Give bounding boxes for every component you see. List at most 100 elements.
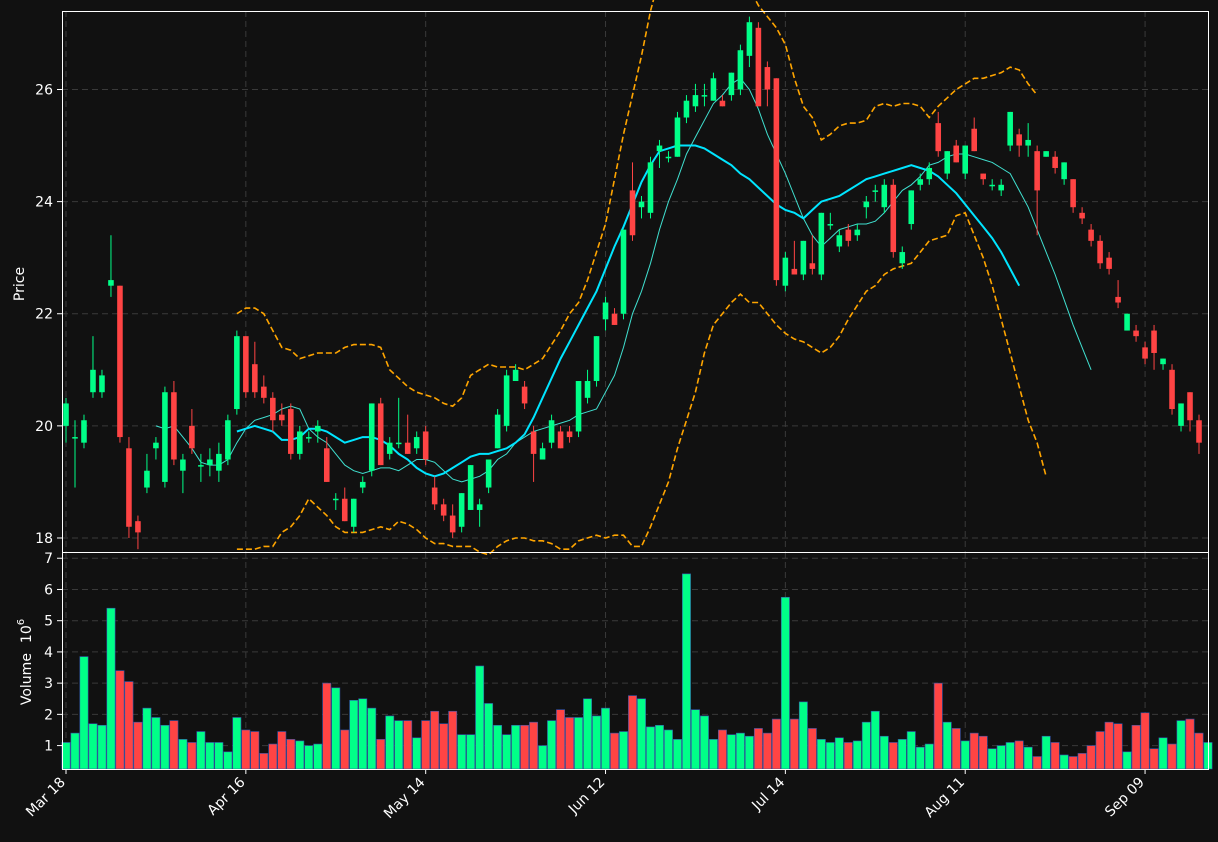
volume-bar xyxy=(448,710,458,770)
volume-bar xyxy=(825,742,835,770)
price-tick-label: 18 xyxy=(35,531,53,547)
candle xyxy=(638,196,645,219)
volume-bar xyxy=(97,724,107,770)
candle xyxy=(261,375,267,404)
volume-bar xyxy=(1140,712,1150,770)
volume-bar xyxy=(142,707,152,770)
candle xyxy=(539,442,546,460)
candle-body xyxy=(458,493,465,527)
candle xyxy=(90,336,96,398)
candle xyxy=(243,336,249,398)
volume-axis-label: Volume xyxy=(19,653,35,705)
candle-body xyxy=(1169,369,1175,410)
volume-bar xyxy=(457,734,467,770)
candle-body xyxy=(701,95,708,97)
candle-body xyxy=(198,465,204,467)
volume-bar xyxy=(942,721,952,770)
volume-bar xyxy=(1032,756,1042,770)
candle xyxy=(1061,162,1067,185)
candle xyxy=(620,229,627,320)
candle-body xyxy=(189,425,195,449)
candle-body xyxy=(1061,162,1067,180)
volume-bar xyxy=(1176,720,1186,770)
candle-body xyxy=(935,123,942,152)
candle xyxy=(449,504,456,538)
candle-body xyxy=(656,145,663,152)
price-tick-label: 20 xyxy=(35,419,53,435)
volume-bar xyxy=(834,737,844,770)
volume-bar xyxy=(250,731,260,770)
volume-bar xyxy=(376,739,386,770)
candle xyxy=(117,285,123,443)
candle xyxy=(701,83,708,107)
volume-bar xyxy=(115,670,125,770)
candle xyxy=(908,190,915,230)
candle-body xyxy=(746,22,753,56)
volume-bar xyxy=(744,735,754,770)
volume-bar xyxy=(160,724,170,770)
volume-bar xyxy=(816,739,826,770)
volume-bar xyxy=(619,731,628,770)
candle-body xyxy=(566,431,573,438)
candle-body xyxy=(135,521,141,533)
volume-bar xyxy=(780,596,790,770)
candle-body xyxy=(629,190,636,236)
candle xyxy=(881,179,888,213)
volume-bar xyxy=(529,721,539,770)
volume-tick-label: 4 xyxy=(44,645,53,661)
candle xyxy=(836,229,843,253)
candle-body xyxy=(791,268,798,275)
volume-bar xyxy=(655,724,664,770)
candle-body xyxy=(144,470,150,488)
candle-body xyxy=(692,95,699,107)
candle-body xyxy=(359,481,366,488)
volume-axis-title: Volume 106 xyxy=(16,619,35,705)
volume-bar xyxy=(637,698,646,770)
volume-bar xyxy=(726,734,736,770)
candle xyxy=(72,420,78,488)
candle-body xyxy=(719,100,726,107)
volume-bar xyxy=(691,709,700,770)
candle-body xyxy=(854,229,861,236)
candle xyxy=(764,61,771,107)
candle-body xyxy=(1115,296,1121,303)
candle-body xyxy=(216,453,222,471)
candle xyxy=(63,397,69,443)
candle-body xyxy=(773,78,780,281)
candle-body xyxy=(962,145,969,174)
candle-body xyxy=(1196,420,1202,443)
price-panel: 18 20 22 24 26 Price xyxy=(12,0,1208,556)
volume-bar xyxy=(439,723,449,770)
candle-body xyxy=(1187,392,1193,421)
volume-bar xyxy=(367,707,377,770)
volume-bar xyxy=(502,734,512,770)
volume-bar xyxy=(484,703,494,770)
candle-body xyxy=(1151,330,1157,353)
candle-body xyxy=(881,184,888,208)
candle-body xyxy=(404,442,411,454)
volume-bar xyxy=(574,717,583,770)
volume-bar xyxy=(771,718,781,770)
volume-bar xyxy=(322,682,332,770)
volume-bar xyxy=(295,740,305,770)
candle-body xyxy=(323,448,330,482)
volume-tick-label: 6 xyxy=(44,582,53,598)
volume-bar xyxy=(133,721,143,770)
candle-body xyxy=(81,420,87,443)
volume-bar xyxy=(628,695,637,770)
volume-tick-label: 3 xyxy=(44,676,53,692)
candle xyxy=(1052,151,1058,174)
candle-body xyxy=(908,190,915,225)
candle xyxy=(521,381,528,410)
candle xyxy=(1160,358,1166,370)
volume-axis: 1 2 3 4 5 6 7 xyxy=(44,551,62,755)
candle-body xyxy=(557,431,564,449)
candle-body xyxy=(305,437,312,439)
candle xyxy=(566,425,573,443)
candle-body xyxy=(413,437,420,449)
candle-body xyxy=(431,487,438,505)
candle xyxy=(584,369,591,404)
volume-bar xyxy=(673,739,682,770)
candle xyxy=(818,212,825,281)
price-tick-label: 22 xyxy=(35,307,53,323)
